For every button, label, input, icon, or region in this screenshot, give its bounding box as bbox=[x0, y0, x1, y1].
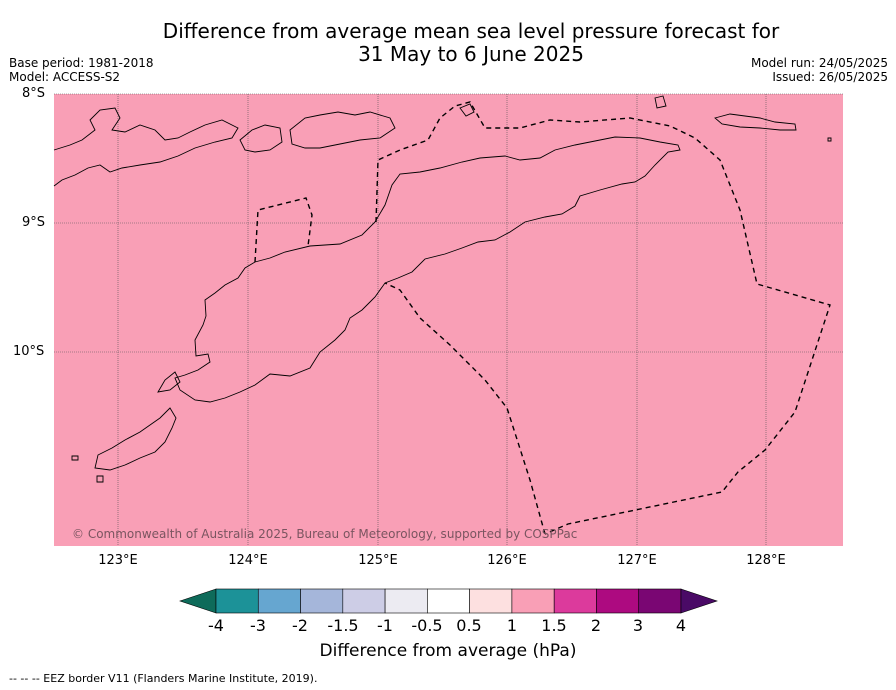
sawu-island-coast bbox=[94, 407, 177, 471]
wetar-island-coast bbox=[654, 95, 667, 109]
lon-label-123e: 123°E bbox=[98, 553, 138, 568]
eez-border-south bbox=[384, 282, 546, 535]
lon-label-125e: 125°E bbox=[358, 553, 398, 568]
colorbar-title: Difference from average (hPa) bbox=[319, 641, 577, 661]
map-area bbox=[54, 94, 843, 546]
colorbar-segment bbox=[553, 588, 597, 614]
alor-island-coast bbox=[289, 111, 396, 149]
colorbar-tick-label: 3 bbox=[632, 616, 644, 635]
lon-label-127e: 127°E bbox=[617, 553, 657, 568]
eez-border-north bbox=[375, 101, 831, 535]
issued-date: Issued: 26/05/2025 bbox=[772, 70, 888, 84]
colorbar-tick-label: -1.5 bbox=[327, 616, 359, 635]
colorbar-segment bbox=[638, 588, 682, 614]
colorbar-tick-label: 2 bbox=[590, 616, 602, 635]
copyright-notice: © Commonwealth of Australia 2025, Bureau… bbox=[72, 527, 578, 541]
colorbar-tick-label: 0.5 bbox=[456, 616, 482, 635]
colorbar-segment bbox=[300, 588, 344, 614]
colorbar bbox=[179, 588, 718, 614]
colorbar-tick-label: -1 bbox=[377, 616, 393, 635]
title-line-1: Difference from average mean sea level p… bbox=[162, 19, 780, 43]
colorbar-segment bbox=[215, 588, 259, 614]
lat-label-8s: 8°S bbox=[22, 86, 46, 101]
colorbar-tick-label: 1 bbox=[506, 616, 518, 635]
pantar-island-coast bbox=[239, 124, 283, 153]
lon-label-124e: 124°E bbox=[228, 553, 268, 568]
title-line-2: 31 May to 6 June 2025 bbox=[358, 42, 584, 66]
romang-island-coast bbox=[714, 113, 797, 131]
small-island-sw bbox=[71, 455, 79, 461]
base-period: Base period: 1981-2018 bbox=[9, 56, 154, 70]
colorbar-extend-low bbox=[179, 588, 217, 614]
lon-label-128e: 128°E bbox=[746, 553, 786, 568]
eez-border-west-enclave bbox=[254, 197, 313, 263]
atauro-island-coast bbox=[459, 103, 475, 117]
meta-right: Model run: 24/05/2025 Issued: 26/05/2025 bbox=[751, 56, 888, 84]
colorbar-tick-label: -0.5 bbox=[411, 616, 443, 635]
colorbar-segment bbox=[257, 588, 301, 614]
colorbar-tick-label: -4 bbox=[208, 616, 224, 635]
colorbar-segment bbox=[511, 588, 555, 614]
flores-alor-coast bbox=[53, 107, 239, 187]
small-island-ne bbox=[827, 137, 832, 142]
coastlines bbox=[53, 95, 832, 483]
gridlines bbox=[54, 93, 843, 546]
meta-left: Base period: 1981-2018 Model: ACCESS-S2 bbox=[9, 56, 154, 84]
colorbar-tick-label: -3 bbox=[250, 616, 266, 635]
rote-island-coast bbox=[157, 371, 181, 393]
map-title: Difference from average mean sea level p… bbox=[0, 20, 896, 66]
small-island-sw-2 bbox=[96, 475, 104, 483]
eez-borders bbox=[254, 101, 831, 535]
colorbar-tick-label: 4 bbox=[675, 616, 687, 635]
colorbar-segment bbox=[469, 588, 513, 614]
model-run: Model run: 24/05/2025 bbox=[750, 56, 888, 70]
colorbar-tick-label: 1.5 bbox=[541, 616, 567, 635]
colorbar-tick-label: -2 bbox=[292, 616, 308, 635]
lat-label-10s: 10°S bbox=[13, 344, 45, 359]
colorbar-segment bbox=[427, 588, 470, 614]
timor-island-coast bbox=[174, 136, 681, 403]
colorbar-segment bbox=[384, 588, 428, 614]
colorbar-segments bbox=[215, 588, 682, 614]
lat-label-9s: 9°S bbox=[22, 215, 46, 230]
colorbar-segment bbox=[342, 588, 386, 614]
colorbar-segment bbox=[596, 588, 640, 614]
eez-footnote: -- -- -- EEZ border V11 (Flanders Marine… bbox=[9, 672, 318, 685]
model-name: Model: ACCESS-S2 bbox=[9, 70, 121, 84]
colorbar-extend-high bbox=[680, 588, 718, 614]
lon-label-126e: 126°E bbox=[487, 553, 527, 568]
